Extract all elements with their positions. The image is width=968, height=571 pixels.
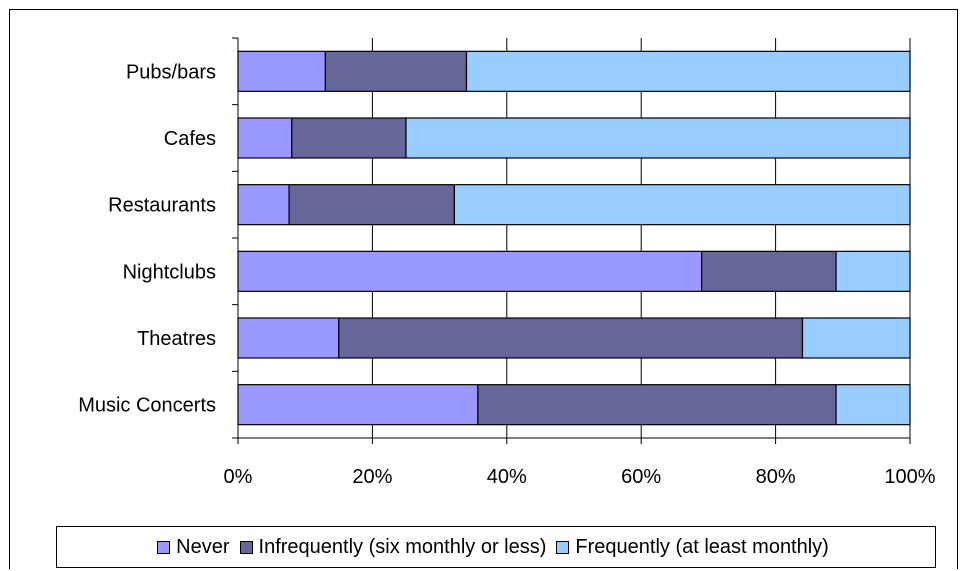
bar-segment: [453, 184, 911, 226]
bar-segment: [237, 50, 326, 92]
category-label: Nightclubs: [123, 261, 216, 283]
category-label: Theatres: [137, 328, 216, 350]
bar-segment: [237, 384, 479, 426]
x-tick-label: 0%: [224, 466, 253, 488]
axes: [232, 37, 911, 444]
legend-label: Never: [176, 535, 230, 558]
bar-segment: [338, 317, 804, 359]
category-label: Music Concerts: [78, 395, 216, 417]
gridlines: [371, 38, 911, 438]
bar-segment: [801, 317, 911, 359]
bar-segment: [405, 117, 911, 159]
x-tick-label: 40%: [487, 466, 527, 488]
bar-segment: [237, 117, 293, 159]
category-label: Restaurants: [108, 195, 216, 217]
legend-label: Infrequently (six monthly or less): [258, 535, 547, 558]
labels: 0% 20% 40% 60% 80% 100% Pubs/bars Cafes Restaura…: [78, 61, 936, 488]
category-label: Pubs/bars: [126, 61, 216, 83]
bar-segment: [237, 317, 340, 359]
bar-segment: [324, 50, 468, 92]
x-tick-label: 80%: [756, 466, 796, 488]
bar-segment: [237, 250, 703, 292]
bar-segment: [835, 384, 911, 426]
legend-label: Frequently (at least monthly): [575, 535, 829, 558]
bar-segment: [835, 250, 911, 292]
legend-item: Frequently (at least monthly): [556, 535, 829, 559]
bar-segment: [477, 384, 837, 426]
legend-swatch: [239, 540, 253, 554]
category-label: Cafes: [164, 128, 216, 150]
bars: [237, 50, 911, 426]
bar-segment: [288, 184, 455, 226]
bar-segment: [237, 184, 290, 226]
x-tick-label: 20%: [352, 466, 392, 488]
legend-item: Infrequently (six monthly or less): [239, 535, 547, 559]
x-tick-label: 100%: [884, 466, 935, 488]
bar-segment: [701, 250, 837, 292]
x-tick-label: 60%: [621, 466, 661, 488]
bar-segment: [465, 50, 911, 92]
legend: Never Infrequently (six monthly or less) F…: [56, 526, 936, 568]
legend-swatch: [157, 540, 171, 554]
legend-item: Never: [157, 535, 230, 559]
legend-swatch: [556, 540, 570, 554]
bar-segment: [291, 117, 407, 159]
